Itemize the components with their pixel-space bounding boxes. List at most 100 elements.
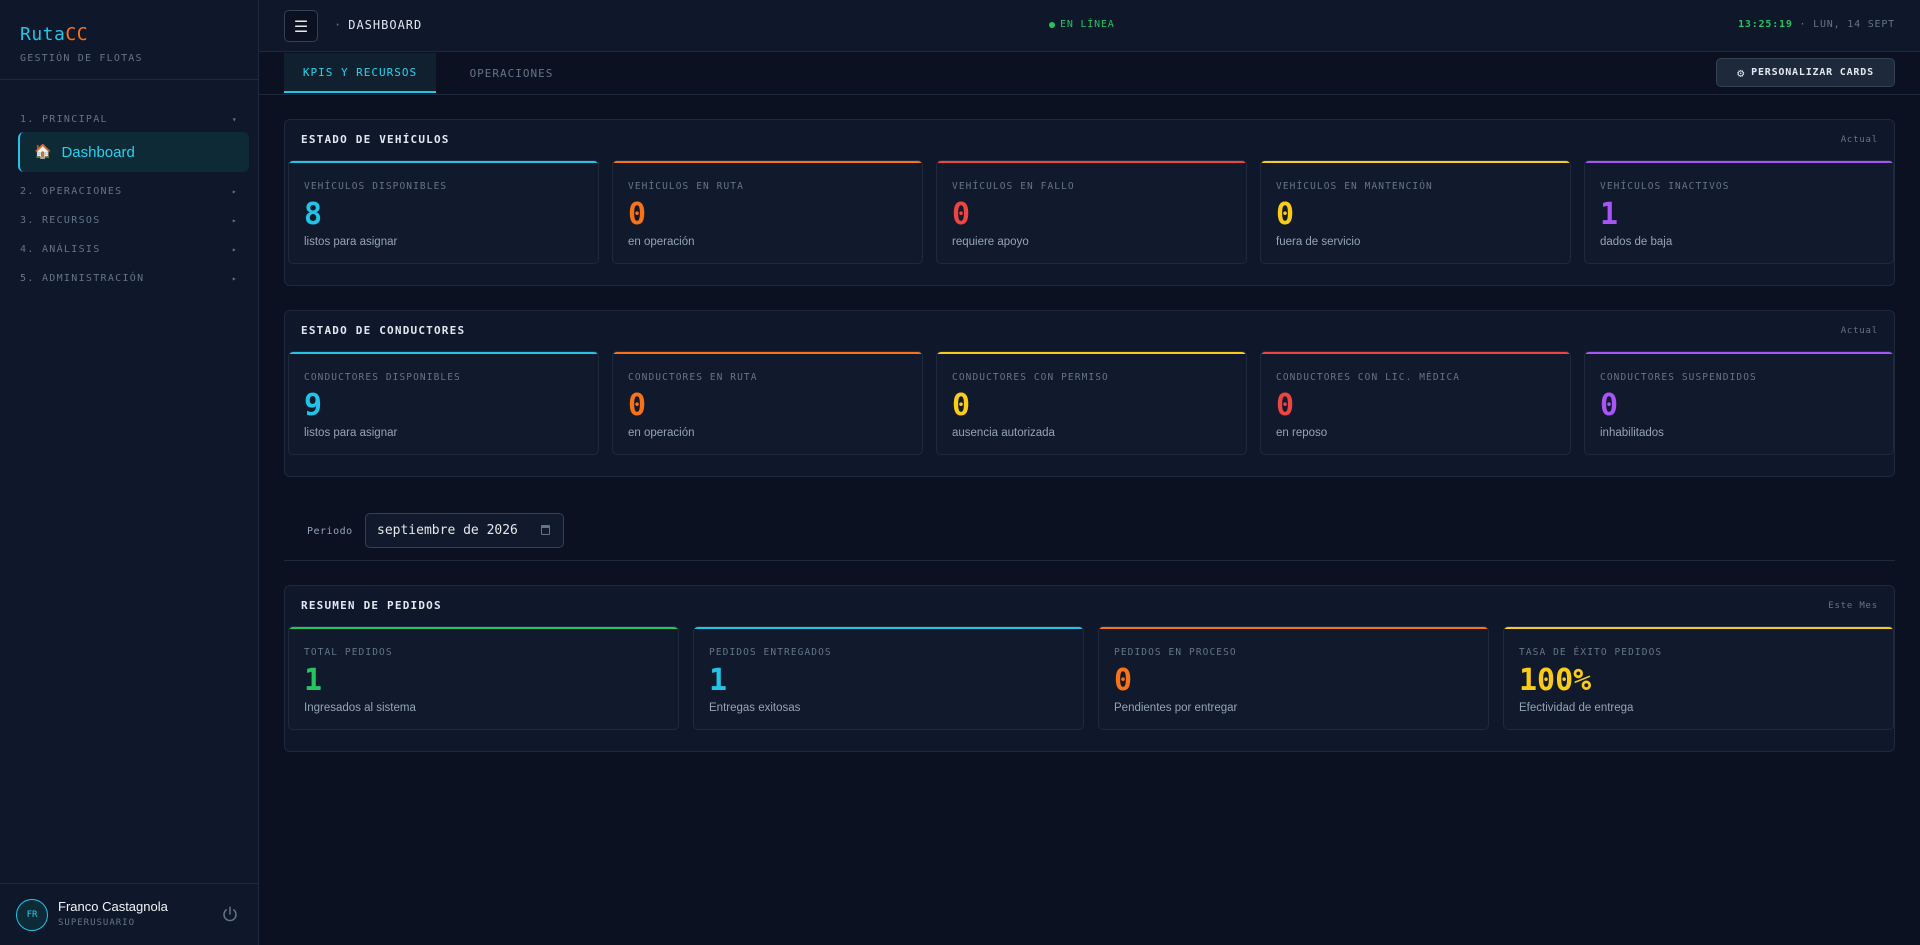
nav-group-label: 4. ANÁLISIS <box>20 243 101 255</box>
card-accent <box>1261 161 1570 163</box>
card-label: TOTAL PEDIDOS <box>304 647 393 658</box>
kpi-card[interactable]: PEDIDOS EN PROCESO 0 Pendientes por entr… <box>1098 626 1489 730</box>
card-subtitle: requiere apoyo <box>952 236 1029 248</box>
divider <box>0 883 258 884</box>
card-accent <box>1585 161 1893 163</box>
nav-group-analisis[interactable]: 4. ANÁLISIS ▸ <box>20 242 240 256</box>
kpi-card[interactable]: CONDUCTORES DISPONIBLES 9 listos para as… <box>288 351 599 455</box>
nav-group-principal[interactable]: 1. PRINCIPAL ▾ <box>20 112 240 126</box>
tab-kpis[interactable]: KPIS Y RECURSOS <box>284 53 436 93</box>
brand[interactable]: RutaCC GESTIÓN DE FLOTAS <box>20 24 143 64</box>
menu-toggle-button[interactable]: ☰ <box>284 10 318 42</box>
card-subtitle: en operación <box>628 427 695 439</box>
card-subtitle: Ingresados al sistema <box>304 702 416 714</box>
card-label: CONDUCTORES CON LIC. MÉDICA <box>1276 372 1461 383</box>
period-label: Periodo <box>307 526 353 537</box>
card-label: VEHÍCULOS EN RUTA <box>628 181 744 192</box>
card-label: CONDUCTORES EN RUTA <box>628 372 758 383</box>
kpi-card[interactable]: VEHÍCULOS DISPONIBLES 8 listos para asig… <box>288 160 599 264</box>
kpi-card[interactable]: VEHÍCULOS EN MANTENCIÓN 0 fuera de servi… <box>1260 160 1571 264</box>
sidebar-item-dashboard[interactable]: 🏠 Dashboard <box>18 132 249 172</box>
card-value: 0 <box>628 197 647 232</box>
kpi-card[interactable]: PEDIDOS ENTREGADOS 1 Entregas exitosas <box>693 626 1084 730</box>
card-label: VEHÍCULOS INACTIVOS <box>1600 181 1730 192</box>
card-subtitle: listos para asignar <box>304 236 398 248</box>
chevron-right-icon: ▸ <box>231 244 238 254</box>
card-label: TASA DE ÉXITO PEDIDOS <box>1519 647 1663 658</box>
kpi-card[interactable]: VEHÍCULOS EN FALLO 0 requiere apoyo <box>936 160 1247 264</box>
card-label: CONDUCTORES DISPONIBLES <box>304 372 461 383</box>
section-title: ESTADO DE CONDUCTORES <box>301 324 466 337</box>
power-icon[interactable] <box>221 905 239 923</box>
card-accent <box>613 161 922 163</box>
card-value: 8 <box>304 197 323 232</box>
card-value: 100% <box>1519 663 1592 698</box>
kpi-card[interactable]: CONDUCTORES SUSPENDIDOS 0 inhabilitados <box>1584 351 1894 455</box>
kpi-card[interactable]: TOTAL PEDIDOS 1 Ingresados al sistema <box>288 626 679 730</box>
nav-group-label: 5. ADMINISTRACIÓN <box>20 272 145 284</box>
tab-bar: KPIS Y RECURSOS OPERACIONES ⚙ PERSONALIZ… <box>259 53 1920 95</box>
section-tag: Este Mes <box>1828 601 1878 611</box>
card-subtitle: Efectividad de entrega <box>1519 702 1634 714</box>
kpi-card[interactable]: VEHÍCULOS EN RUTA 0 en operación <box>612 160 923 264</box>
status-dot-icon <box>1049 21 1055 28</box>
card-label: VEHÍCULOS DISPONIBLES <box>304 181 448 192</box>
card-value: 0 <box>1276 388 1295 423</box>
card-label: VEHÍCULOS EN MANTENCIÓN <box>1276 181 1433 192</box>
customize-cards-button[interactable]: ⚙ PERSONALIZAR CARDS <box>1716 58 1895 87</box>
card-accent <box>289 161 598 163</box>
card-value: 0 <box>952 388 971 423</box>
period-month-input[interactable]: septiembre de 2026 <box>365 513 564 548</box>
card-value: 9 <box>304 388 323 423</box>
card-subtitle: Entregas exitosas <box>709 702 801 714</box>
card-subtitle: fuera de servicio <box>1276 236 1361 248</box>
divider <box>0 79 258 80</box>
card-value: 0 <box>628 388 647 423</box>
nav-group-operaciones[interactable]: 2. OPERACIONES ▸ <box>20 184 240 198</box>
section-title: RESUMEN DE PEDIDOS <box>301 599 442 612</box>
card-subtitle: Pendientes por entregar <box>1114 702 1238 714</box>
card-value: 0 <box>952 197 971 232</box>
nav-group-administracion[interactable]: 5. ADMINISTRACIÓN ▸ <box>20 271 240 285</box>
avatar[interactable]: FR <box>16 899 48 931</box>
nav-group-label: 3. RECURSOS <box>20 214 101 226</box>
card-value: 1 <box>1600 197 1619 232</box>
nav-group-label: 1. PRINCIPAL <box>20 113 108 125</box>
card-value: 0 <box>1600 388 1619 423</box>
card-accent <box>289 627 678 629</box>
card-subtitle: en operación <box>628 236 695 248</box>
card-label: VEHÍCULOS EN FALLO <box>952 181 1075 192</box>
kpi-card[interactable]: CONDUCTORES CON LIC. MÉDICA 0 en reposo <box>1260 351 1571 455</box>
clock-date: · LUN, 14 SEPT <box>1799 19 1895 30</box>
orders-section: RESUMEN DE PEDIDOS Este Mes TOTAL PEDIDO… <box>284 585 1895 752</box>
clock: 13:25:19 · LUN, 14 SEPT <box>1738 19 1895 30</box>
section-title: ESTADO DE VEHÍCULOS <box>301 133 450 146</box>
chevron-right-icon: ▸ <box>231 215 238 225</box>
brand-subtitle: GESTIÓN DE FLOTAS <box>20 53 143 64</box>
hamburger-icon: ☰ <box>293 16 309 36</box>
card-label: PEDIDOS EN PROCESO <box>1114 647 1237 658</box>
card-subtitle: inhabilitados <box>1600 427 1664 439</box>
kpi-card[interactable]: CONDUCTORES CON PERMISO 0 ausencia autor… <box>936 351 1247 455</box>
sidebar: RutaCC GESTIÓN DE FLOTAS 1. PRINCIPAL ▾ … <box>0 0 259 945</box>
calendar-icon[interactable] <box>541 525 550 535</box>
card-label: CONDUCTORES SUSPENDIDOS <box>1600 372 1757 383</box>
card-accent <box>937 352 1246 354</box>
drivers-section: ESTADO DE CONDUCTORES Actual CONDUCTORES… <box>284 310 1895 477</box>
gear-icon: ⚙ <box>1737 65 1746 80</box>
kpi-card[interactable]: CONDUCTORES EN RUTA 0 en operación <box>612 351 923 455</box>
card-accent <box>1585 352 1893 354</box>
card-accent <box>613 352 922 354</box>
kpi-card[interactable]: VEHÍCULOS INACTIVOS 1 dados de baja <box>1584 160 1894 264</box>
card-subtitle: en reposo <box>1276 427 1328 439</box>
kpi-card[interactable]: TASA DE ÉXITO PEDIDOS 100% Efectividad d… <box>1503 626 1894 730</box>
user-name: Franco Castagnola <box>58 899 168 914</box>
tab-operaciones[interactable]: OPERACIONES <box>469 66 554 80</box>
card-value: 1 <box>304 663 323 698</box>
chevron-down-icon: ▾ <box>231 114 238 124</box>
card-label: CONDUCTORES CON PERMISO <box>952 372 1109 383</box>
card-accent <box>1261 352 1570 354</box>
card-accent <box>694 627 1083 629</box>
nav-group-recursos[interactable]: 3. RECURSOS ▸ <box>20 213 240 227</box>
card-value: 1 <box>709 663 728 698</box>
